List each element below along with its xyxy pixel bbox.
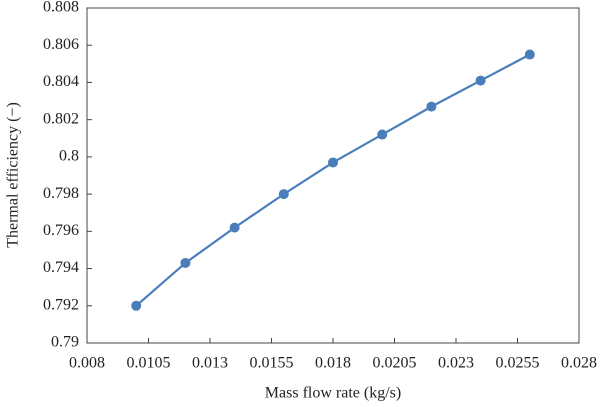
y-tick-label: 0.804 xyxy=(43,73,79,90)
y-tick-label: 0.8 xyxy=(59,148,79,165)
x-tick-label: 0.028 xyxy=(561,355,597,372)
y-tick-label: 0.796 xyxy=(43,222,79,239)
x-tick-label: 0.023 xyxy=(438,355,474,372)
data-point xyxy=(131,300,142,311)
data-point xyxy=(426,101,437,112)
x-axis-title: Mass flow rate (kg/s) xyxy=(265,385,401,402)
y-tick-label: 0.792 xyxy=(43,296,79,313)
data-point xyxy=(278,189,289,200)
x-tick-label: 0.008 xyxy=(69,355,105,372)
x-tick-label: 0.0255 xyxy=(496,355,540,372)
y-tick-label: 0.808 xyxy=(43,0,79,16)
series-line xyxy=(135,53,531,307)
y-tick-label: 0.798 xyxy=(43,185,79,202)
data-point xyxy=(475,75,486,86)
data-point xyxy=(229,222,240,233)
data-point xyxy=(180,257,191,268)
x-tick-label: 0.0155 xyxy=(250,355,294,372)
data-point xyxy=(524,49,535,60)
data-point xyxy=(328,157,338,168)
y-tick-label: 0.79 xyxy=(51,334,79,351)
x-tick-label: 0.0205 xyxy=(373,355,417,372)
plot-frame xyxy=(86,7,580,344)
y-tick-label: 0.802 xyxy=(43,110,79,127)
y-tick-label: 0.806 xyxy=(43,36,79,53)
data-point xyxy=(377,129,388,140)
y-tick-label: 0.794 xyxy=(43,259,79,276)
x-tick-label: 0.0105 xyxy=(127,355,171,372)
y-axis-title: Thermal efficiency (−) xyxy=(5,102,22,248)
x-tick-label: 0.013 xyxy=(192,355,228,372)
x-tick-label: 0.018 xyxy=(315,355,351,372)
